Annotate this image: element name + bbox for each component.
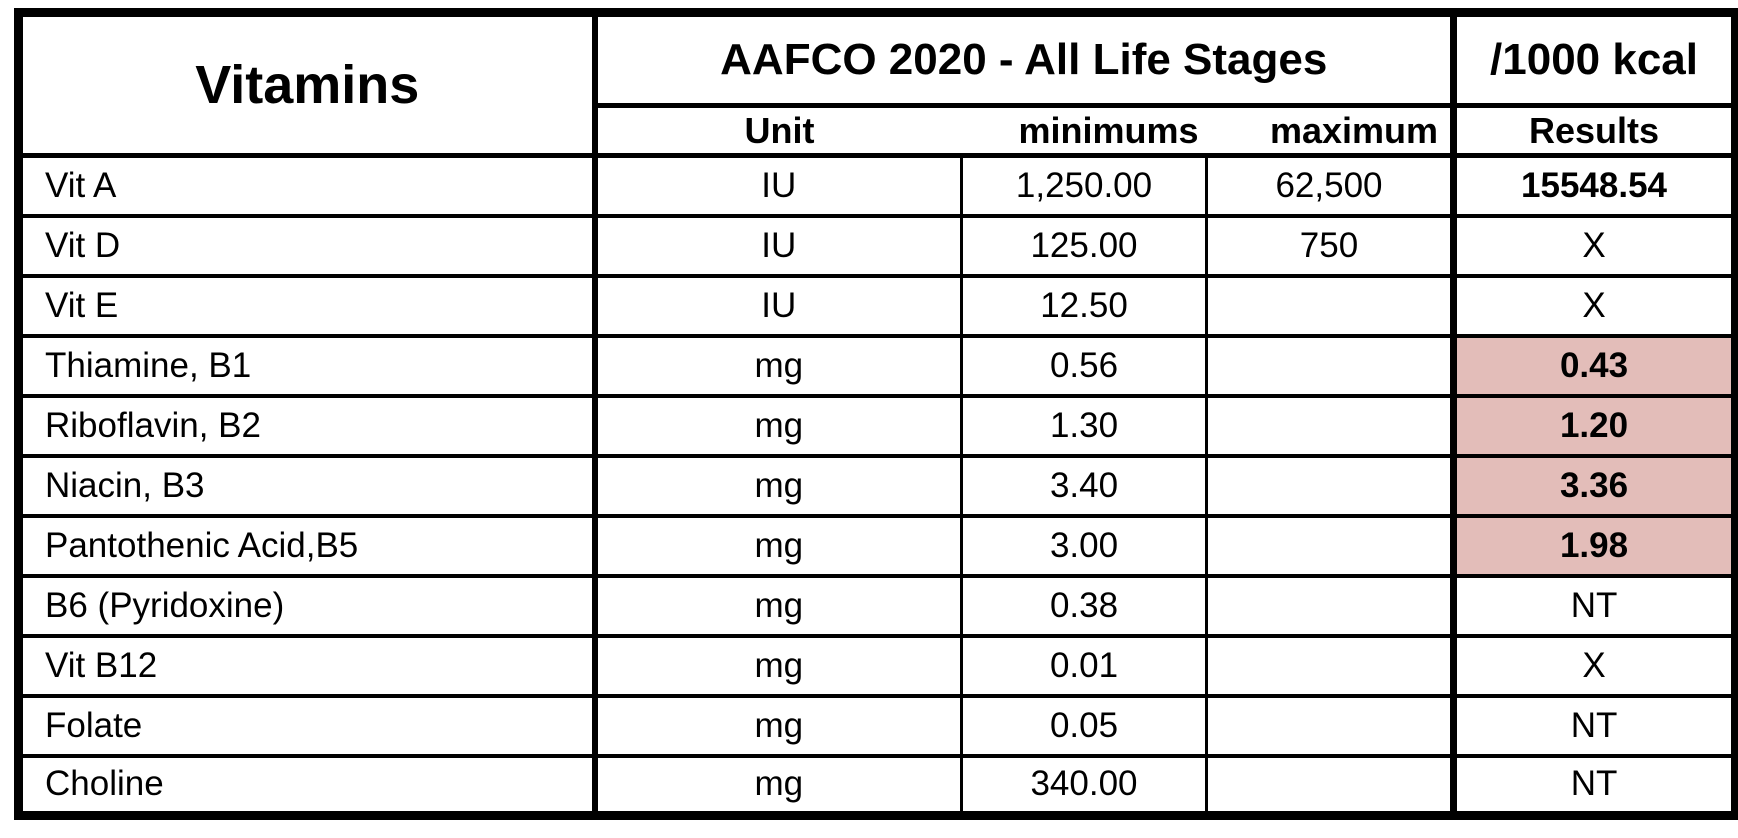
- unit-cell: mg: [591, 633, 963, 698]
- maximum-cell: [1204, 453, 1458, 518]
- minimum-cell: 1,250.00: [960, 153, 1208, 218]
- unit-cell: IU: [591, 153, 963, 218]
- minimum-cell: 3.00: [960, 513, 1208, 578]
- table-row: B6 (Pyridoxine) mg 0.38 NT: [16, 573, 1738, 638]
- vitamin-name-cell: B6 (Pyridoxine): [16, 573, 598, 638]
- result-cell: 15548.54: [1450, 153, 1738, 218]
- table-row: Vit E IU 12.50 X: [16, 273, 1738, 338]
- vitamin-name-cell: Choline: [16, 753, 598, 818]
- vitamin-name-cell: Vit A: [16, 153, 598, 218]
- unit-cell: mg: [591, 513, 963, 578]
- minimum-cell: 340.00: [960, 753, 1208, 818]
- header-row-top: Vitamins AAFCO 2020 - All Life Stages /1…: [16, 10, 1738, 158]
- minimum-cell: 125.00: [960, 213, 1208, 278]
- unit-cell: mg: [591, 453, 963, 518]
- result-cell: X: [1450, 213, 1738, 278]
- unit-cell: mg: [591, 753, 963, 818]
- maximum-cell: [1204, 513, 1458, 578]
- minimum-cell: 0.05: [960, 693, 1208, 758]
- table-row: Pantothenic Acid,B5 mg 3.00 1.98: [16, 513, 1738, 578]
- result-cell: 1.20: [1450, 393, 1738, 458]
- result-cell: 3.36: [1450, 453, 1738, 518]
- result-cell: X: [1450, 633, 1738, 698]
- unit-cell: mg: [591, 693, 963, 758]
- maximum-cell: [1204, 393, 1458, 458]
- unit-cell: IU: [591, 213, 963, 278]
- unit-cell: mg: [591, 333, 963, 398]
- vitamin-name-cell: Thiamine, B1: [16, 333, 598, 398]
- vitamin-name-cell: Vit D: [16, 213, 598, 278]
- vitamins-title: Vitamins: [16, 10, 598, 158]
- header-row-columns: Unit minimums maximum Results: [19, 103, 1738, 158]
- minimum-cell: 3.40: [960, 453, 1208, 518]
- col-header-minimums: minimums: [961, 103, 1207, 158]
- unit-cell: mg: [591, 573, 963, 638]
- maximum-cell: [1204, 273, 1458, 338]
- aafco-group-header: AAFCO 2020 - All Life Stages: [591, 10, 1458, 108]
- vitamin-name-cell: Vit B12: [16, 633, 598, 698]
- unit-cell: mg: [591, 393, 963, 458]
- col-header-unit: Unit: [591, 103, 962, 158]
- unit-cell: IU: [591, 273, 963, 338]
- result-cell: 1.98: [1450, 513, 1738, 578]
- minimum-cell: 0.56: [960, 333, 1208, 398]
- minimum-cell: 0.01: [960, 633, 1208, 698]
- col-header-results: Results: [1450, 103, 1738, 158]
- maximum-cell: [1204, 633, 1458, 698]
- page: Vitamins AAFCO 2020 - All Life Stages /1…: [14, 8, 1738, 820]
- minimum-cell: 0.38: [960, 573, 1208, 638]
- vitamin-name-cell: Riboflavin, B2: [16, 393, 598, 458]
- maximum-cell: [1204, 333, 1458, 398]
- result-cell: NT: [1450, 693, 1738, 758]
- table-row: Thiamine, B1 mg 0.56 0.43: [16, 333, 1738, 398]
- vitamin-name-cell: Pantothenic Acid,B5: [16, 513, 598, 578]
- result-cell: NT: [1450, 573, 1738, 638]
- per-1000kcal-header: /1000 kcal: [1450, 10, 1738, 108]
- maximum-cell: [1204, 693, 1458, 758]
- table-row: Niacin, B3 mg 3.40 3.36: [16, 453, 1738, 518]
- result-cell: X: [1450, 273, 1738, 338]
- table-row: Vit B12 mg 0.01 X: [16, 633, 1738, 698]
- vitamin-name-cell: Vit E: [16, 273, 598, 338]
- table-row: Riboflavin, B2 mg 1.30 1.20: [16, 393, 1738, 458]
- vitamins-table: Vitamins AAFCO 2020 - All Life Stages /1…: [14, 8, 1738, 820]
- result-cell: 0.43: [1450, 333, 1738, 398]
- col-header-maximum: maximum: [1206, 103, 1458, 158]
- maximum-cell: 750: [1204, 213, 1458, 278]
- vitamin-name-cell: Niacin, B3: [16, 453, 598, 518]
- minimum-cell: 1.30: [960, 393, 1208, 458]
- vitamin-name-cell: Folate: [16, 693, 598, 758]
- table-row: Choline mg 340.00 NT: [16, 753, 1738, 818]
- minimum-cell: 12.50: [960, 273, 1208, 338]
- result-cell: NT: [1450, 753, 1738, 818]
- table-row: Vit D IU 125.00 750 X: [16, 213, 1738, 278]
- maximum-cell: [1204, 573, 1458, 638]
- maximum-cell: 62,500: [1204, 153, 1458, 218]
- maximum-cell: [1204, 753, 1458, 818]
- table-row: Folate mg 0.05 NT: [16, 693, 1738, 758]
- table-row: Vit A IU 1,250.00 62,500 15548.54: [16, 153, 1738, 218]
